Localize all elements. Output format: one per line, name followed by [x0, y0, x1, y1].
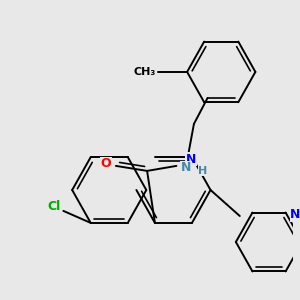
Text: N: N	[181, 161, 191, 174]
Text: N: N	[290, 208, 300, 221]
Text: H: H	[198, 166, 207, 176]
Text: Cl: Cl	[47, 200, 60, 213]
Text: N: N	[186, 153, 196, 166]
Text: CH₃: CH₃	[133, 67, 155, 77]
Text: O: O	[101, 158, 112, 170]
